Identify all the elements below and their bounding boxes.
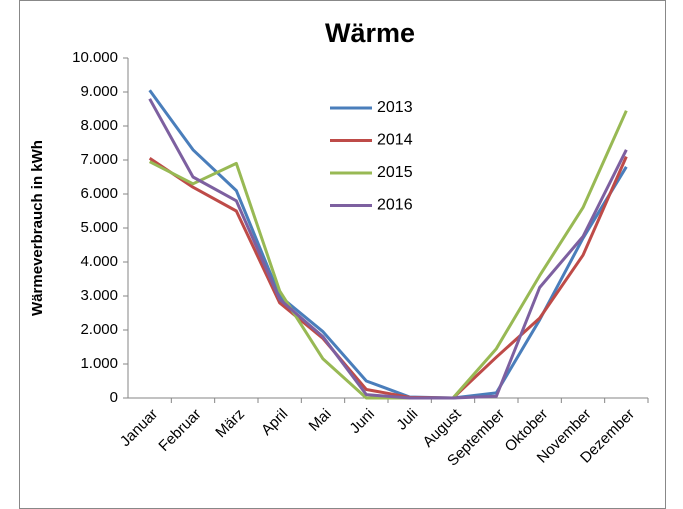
legend-label: 2016 xyxy=(377,197,413,214)
y-tick-label: 5.000 xyxy=(80,219,118,236)
y-tick-label: 10.000 xyxy=(72,49,118,66)
y-tick-label: 7.000 xyxy=(80,151,118,168)
series-line xyxy=(148,155,628,400)
y-tick-label: 4.000 xyxy=(80,253,118,270)
y-tick-label: 1.000 xyxy=(80,355,118,372)
chart-frame xyxy=(19,0,666,509)
y-tick-label: 8.000 xyxy=(80,117,118,134)
legend-label: 2015 xyxy=(377,164,413,181)
chart-title: Wärme xyxy=(325,18,415,48)
y-tick-label: 9.000 xyxy=(80,83,118,100)
y-tick-label: 2.000 xyxy=(80,321,118,338)
legend-label: 2014 xyxy=(377,132,413,149)
series-line xyxy=(148,110,628,400)
y-tick-label: 0 xyxy=(110,389,118,406)
series-line xyxy=(148,98,628,400)
y-tick-label: 6.000 xyxy=(80,185,118,202)
legend-label: 2013 xyxy=(377,99,413,116)
y-axis-label: Wärmeverbrauch in kWh xyxy=(29,140,46,316)
y-tick-label: 3.000 xyxy=(80,287,118,304)
